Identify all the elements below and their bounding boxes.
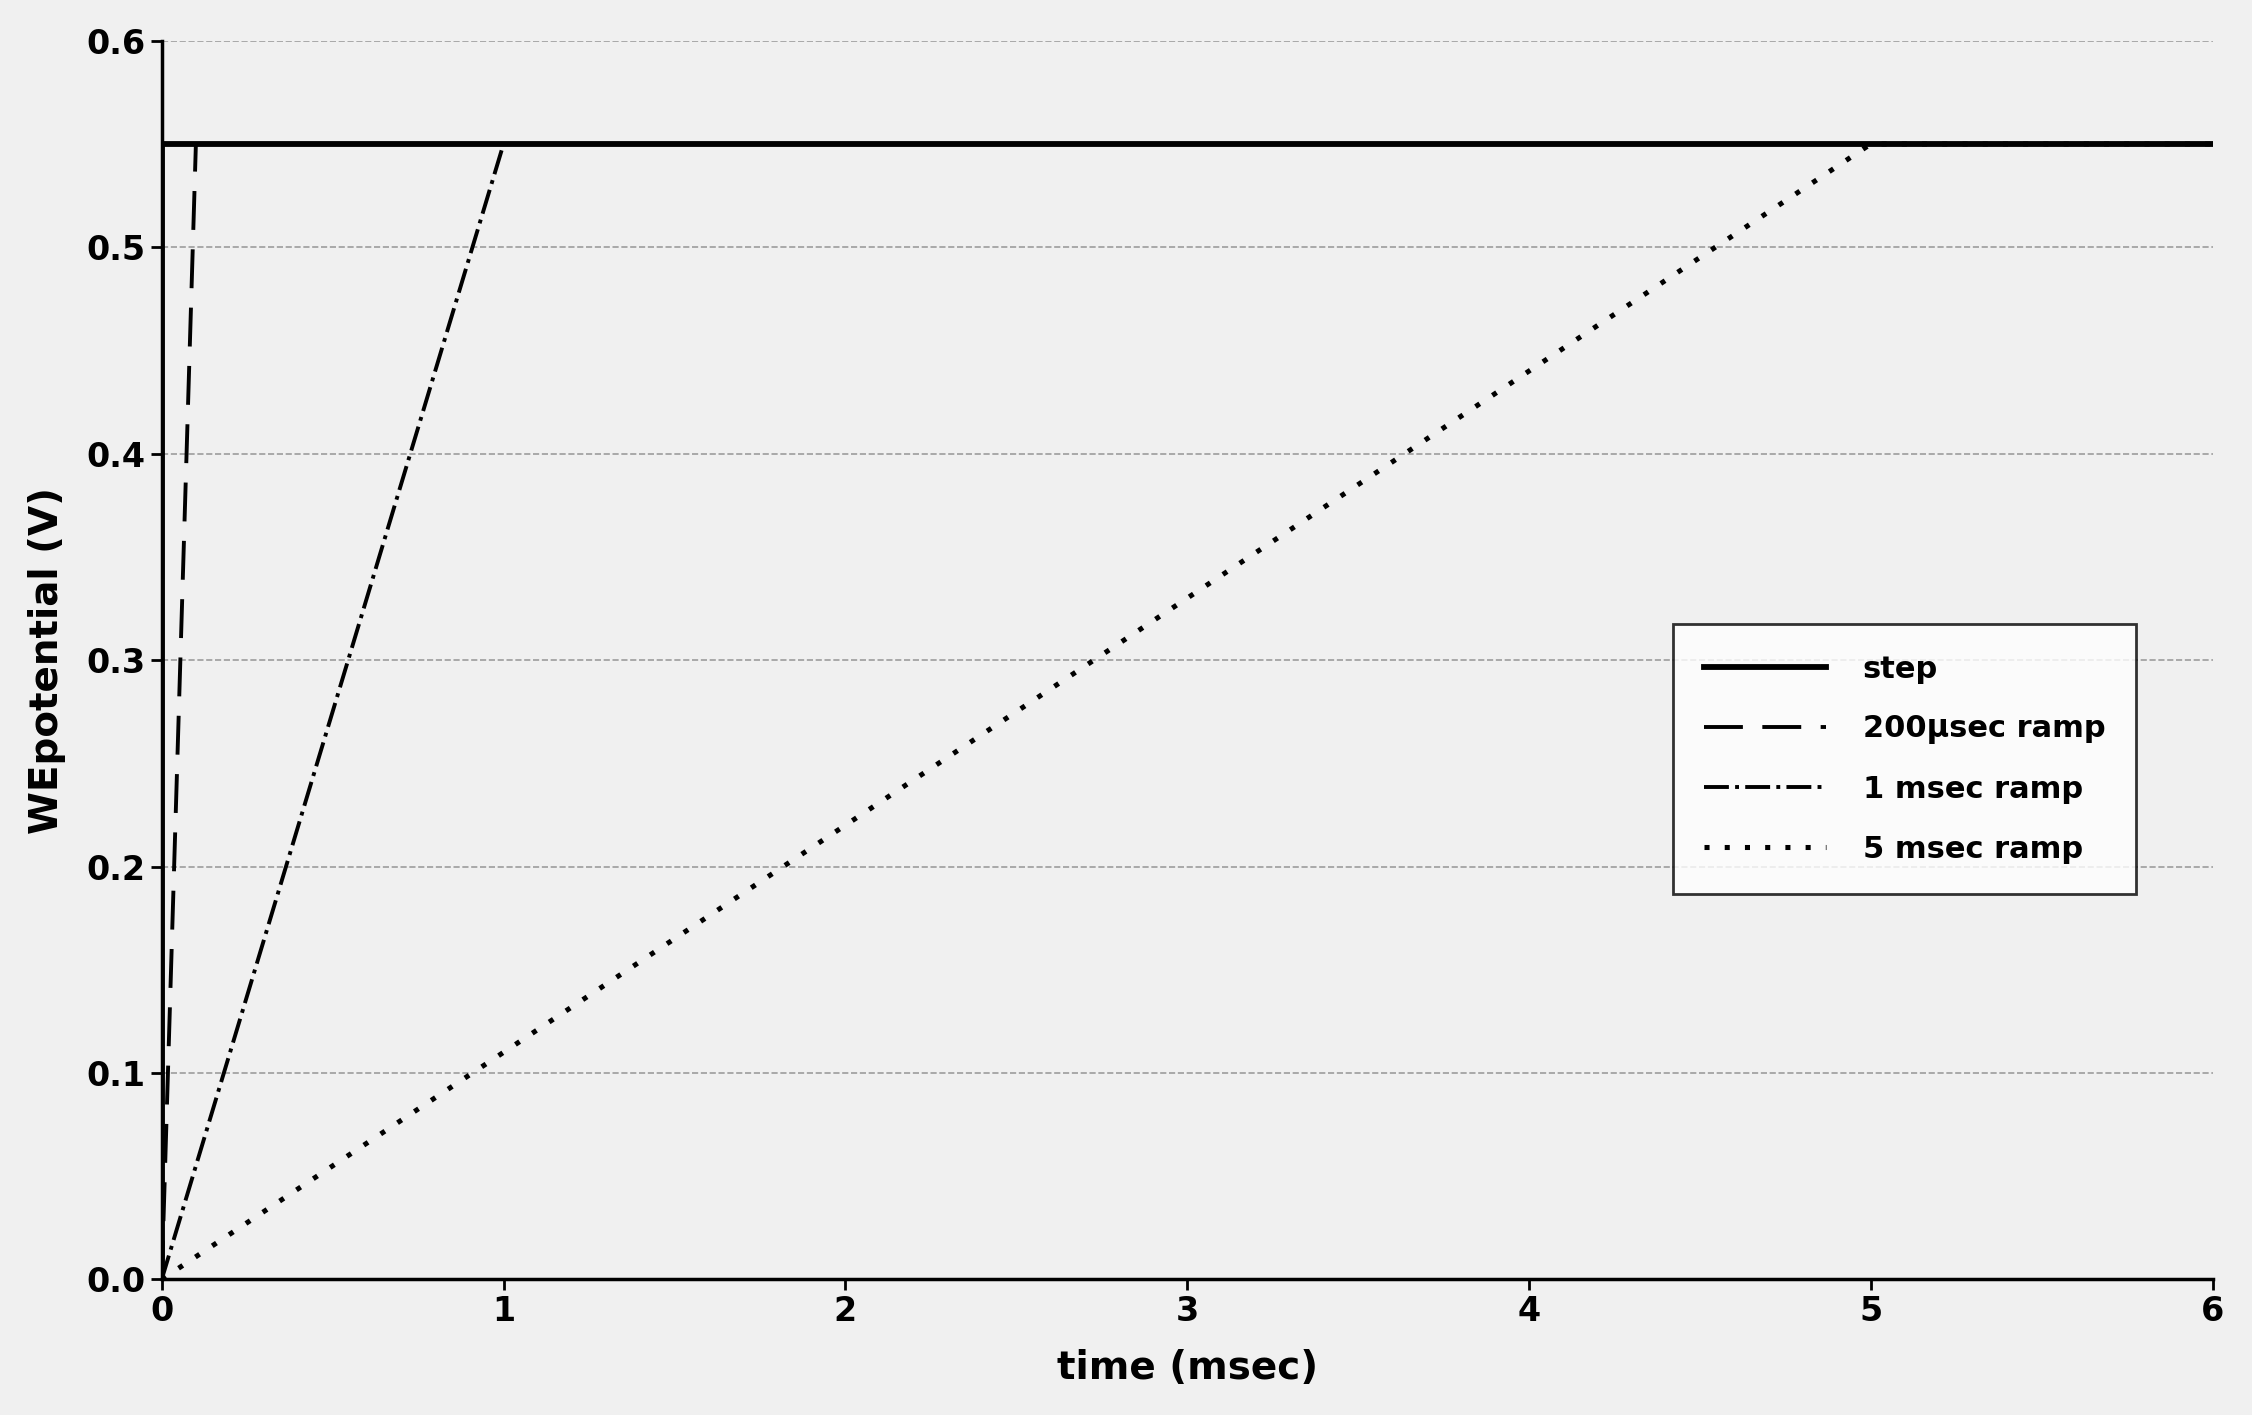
Legend: step, 200μsec ramp, 1 msec ramp, 5 msec ramp: step, 200μsec ramp, 1 msec ramp, 5 msec … <box>1673 624 2135 894</box>
X-axis label: time (msec): time (msec) <box>1056 1350 1317 1387</box>
Y-axis label: WEpotential (V): WEpotential (V) <box>27 487 65 833</box>
